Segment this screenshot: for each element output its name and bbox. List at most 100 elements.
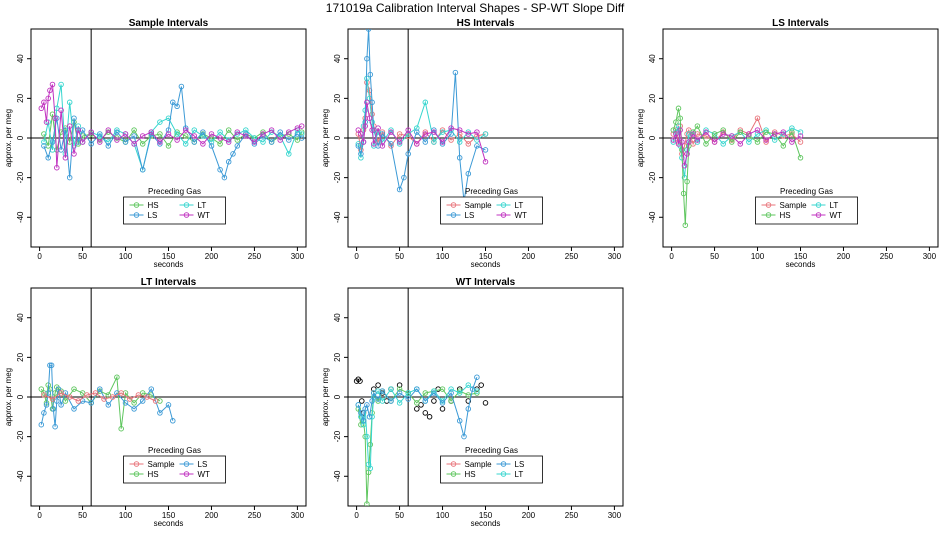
- data-point: [369, 127, 375, 133]
- data-point: [41, 392, 47, 398]
- data-point: [720, 127, 726, 133]
- data-point: [422, 131, 429, 137]
- legend-entry: LT: [830, 201, 839, 210]
- y-tick-label: 40: [648, 54, 657, 63]
- data-point: [131, 127, 137, 133]
- data-point: [127, 396, 133, 402]
- data-point: [670, 137, 677, 143]
- data-point: [414, 406, 420, 412]
- data-point: [174, 103, 180, 110]
- data-point: [49, 139, 56, 145]
- y-tick-label: 0: [648, 135, 657, 140]
- series-line: [672, 129, 801, 166]
- data-point: [79, 390, 86, 396]
- data-point: [131, 406, 137, 412]
- data-point: [448, 137, 454, 143]
- legend-swatch-point: [133, 212, 140, 218]
- y-tick-label: 40: [333, 313, 342, 322]
- data-point: [465, 170, 472, 177]
- data-point: [414, 125, 420, 131]
- data-point: [54, 164, 60, 171]
- legend-entry: WT: [515, 211, 528, 220]
- plot-area: [663, 105, 938, 228]
- data-point: [456, 390, 463, 396]
- y-tick-label: 0: [333, 135, 342, 140]
- data-point: [165, 131, 172, 137]
- data-point: [122, 139, 129, 145]
- data-point: [208, 131, 215, 137]
- data-point: [396, 139, 403, 145]
- data-point: [388, 141, 394, 147]
- data-point: [670, 127, 677, 133]
- legend: Preceding Gas HS LT LS WT: [123, 187, 226, 225]
- data-point: [396, 382, 403, 388]
- data-point: [418, 402, 424, 408]
- y-tick-label: 40: [16, 313, 25, 322]
- data-point: [357, 378, 363, 384]
- series-ls: [38, 362, 176, 430]
- data-point: [355, 402, 362, 408]
- data-point: [746, 139, 752, 145]
- data-point: [355, 143, 362, 149]
- data-point: [105, 392, 112, 398]
- data-point: [364, 99, 370, 106]
- data-point: [448, 131, 454, 137]
- data-point: [478, 382, 484, 388]
- data-point: [260, 131, 266, 137]
- data-point: [41, 99, 47, 106]
- data-point: [71, 115, 77, 121]
- data-point: [729, 133, 735, 139]
- data-point: [431, 139, 437, 145]
- data-point: [200, 141, 206, 147]
- x-tick-label: 150: [479, 511, 493, 520]
- data-point: [694, 137, 701, 143]
- data-point: [41, 139, 47, 145]
- data-point: [286, 129, 292, 135]
- data-point: [771, 131, 778, 137]
- data-point: [243, 133, 249, 139]
- data-point: [251, 135, 258, 141]
- panel-title: Sample Intervals: [129, 18, 209, 29]
- data-point: [38, 386, 45, 392]
- data-point: [88, 400, 94, 406]
- data-point: [234, 137, 241, 143]
- legend-entry: Sample: [148, 460, 176, 469]
- data-point: [366, 115, 373, 121]
- data-point: [388, 398, 394, 404]
- x-tick-label: 300: [291, 252, 305, 261]
- data-point: [105, 127, 112, 133]
- data-point: [217, 141, 223, 147]
- data-point: [448, 125, 454, 131]
- data-point: [414, 400, 420, 406]
- x-tick-label: 100: [436, 511, 450, 520]
- data-point: [763, 137, 769, 143]
- data-point: [277, 137, 283, 143]
- data-point: [139, 390, 146, 396]
- panel-4: LT Intervals 0 50 100 150 200 250 300 -40 -20 0 20 4…: [4, 277, 307, 528]
- series-line: [357, 102, 486, 162]
- legend-entry: LT: [515, 201, 524, 210]
- legend-swatch-point: [183, 212, 190, 218]
- data-point: [681, 162, 688, 169]
- data-point: [43, 119, 50, 125]
- legend-swatch-point: [500, 202, 507, 208]
- data-point: [780, 129, 787, 135]
- data-point: [54, 398, 60, 404]
- legend-entry: Sample: [465, 460, 493, 469]
- data-point: [729, 139, 735, 145]
- x-axis-label: seconds: [154, 260, 184, 269]
- data-point: [789, 125, 795, 131]
- series-wt: [355, 99, 489, 165]
- data-point: [157, 139, 163, 145]
- legend-swatch-point: [133, 202, 140, 208]
- data-point: [405, 127, 411, 133]
- legend-entry: HS: [148, 470, 159, 479]
- data-point: [422, 139, 429, 145]
- x-axis-label: seconds: [471, 519, 501, 528]
- data-point: [414, 386, 420, 392]
- data-point: [41, 131, 47, 137]
- series-sample: [355, 79, 489, 153]
- y-tick-label: -40: [333, 211, 342, 223]
- data-point: [754, 115, 761, 121]
- data-point: [135, 392, 142, 398]
